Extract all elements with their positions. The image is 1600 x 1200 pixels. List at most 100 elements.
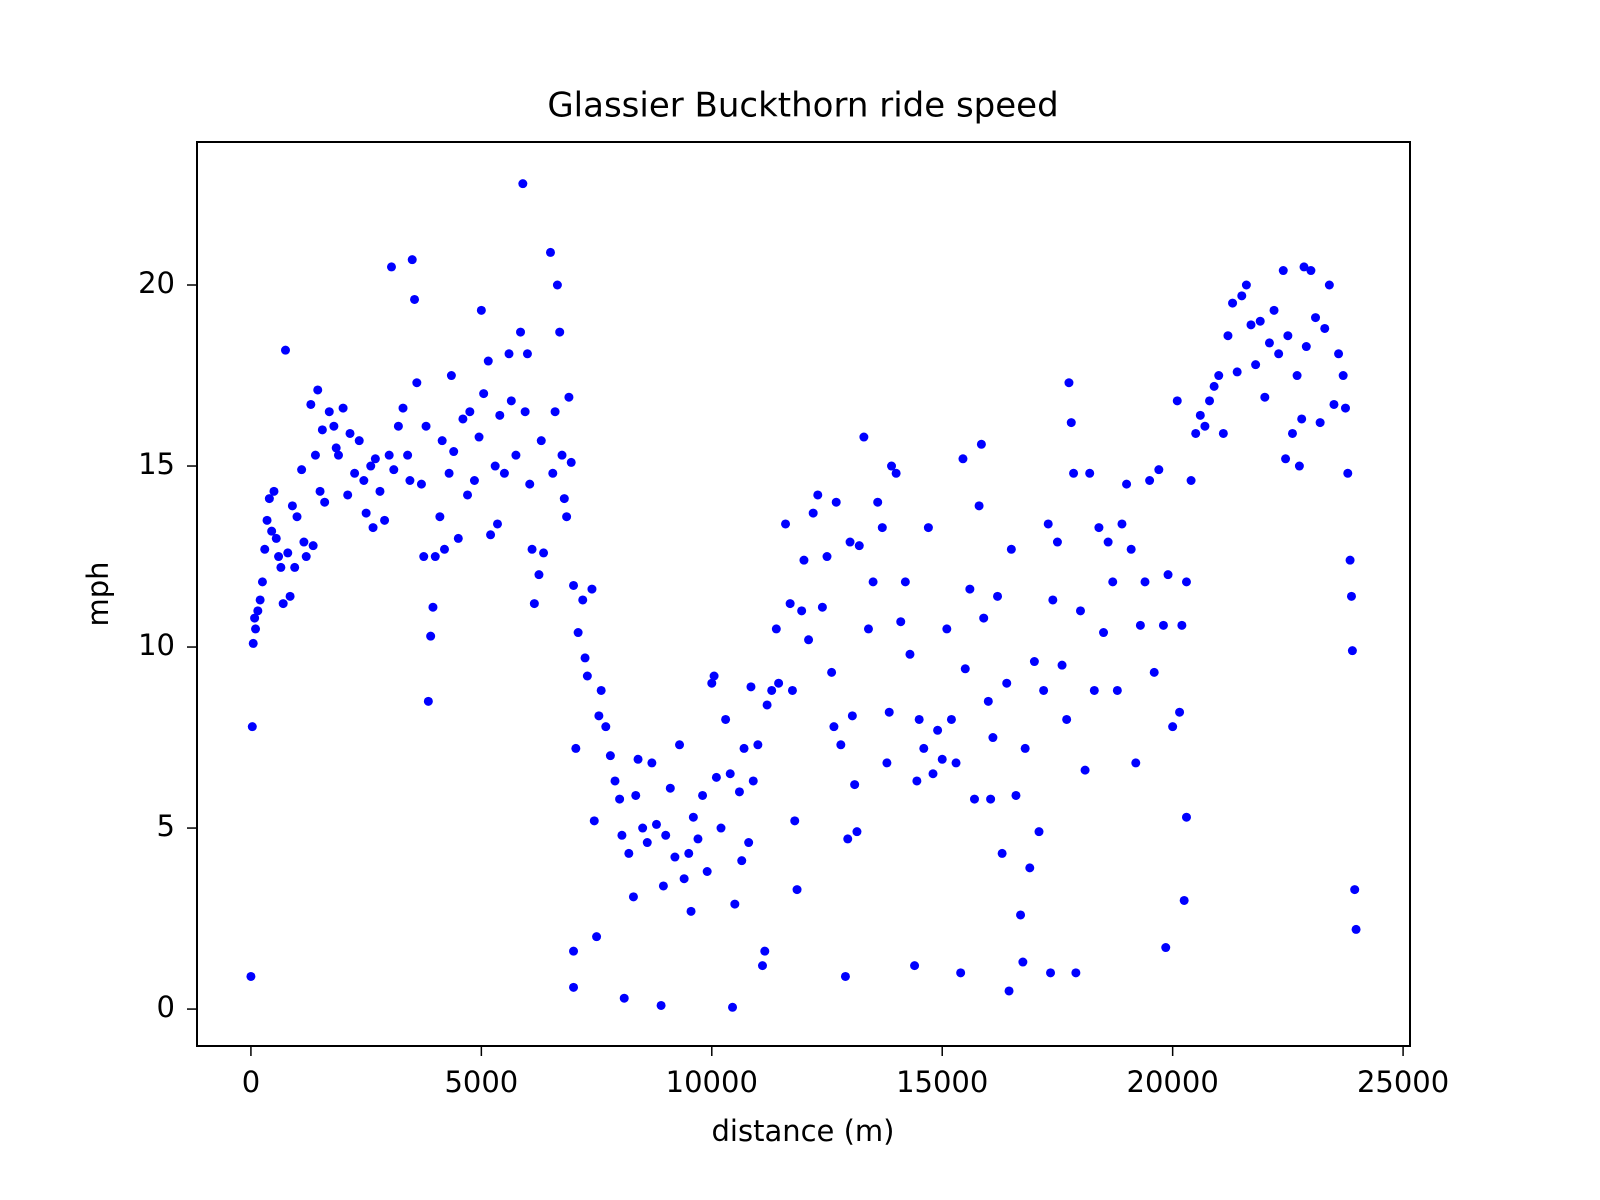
point <box>1043 519 1053 529</box>
point <box>587 584 597 594</box>
point <box>781 519 791 529</box>
point <box>725 769 735 779</box>
point <box>350 468 360 478</box>
point <box>1029 657 1039 667</box>
point <box>1103 537 1113 547</box>
point <box>1025 863 1035 873</box>
point <box>1283 331 1293 341</box>
point <box>619 993 629 1003</box>
point <box>790 816 800 826</box>
point <box>817 602 827 612</box>
point <box>253 606 263 616</box>
point <box>896 617 906 627</box>
point <box>247 722 257 732</box>
y-tick-label: 10 <box>138 628 175 662</box>
point <box>548 468 558 478</box>
point <box>516 327 526 337</box>
point <box>529 599 539 609</box>
point <box>845 537 855 547</box>
point <box>808 508 818 518</box>
point <box>1346 591 1356 601</box>
point <box>910 961 920 971</box>
point <box>345 428 355 438</box>
point <box>1126 544 1136 554</box>
point <box>589 816 599 826</box>
point <box>1186 476 1196 486</box>
point <box>1301 342 1311 352</box>
point <box>555 327 565 337</box>
point <box>1048 595 1058 605</box>
point <box>887 461 897 471</box>
point <box>702 866 712 876</box>
x-axis-label: distance (m) <box>712 1114 895 1148</box>
point <box>960 664 970 674</box>
point <box>1002 678 1012 688</box>
point <box>338 403 348 413</box>
point <box>843 834 853 844</box>
point <box>1260 392 1270 402</box>
point <box>1158 620 1168 630</box>
point <box>458 414 468 424</box>
point <box>430 552 440 562</box>
point <box>905 649 915 659</box>
point <box>852 827 862 837</box>
point <box>248 638 258 648</box>
point <box>868 577 878 587</box>
point <box>647 758 657 768</box>
point <box>329 421 339 431</box>
point <box>787 685 797 695</box>
point <box>361 508 371 518</box>
point <box>1094 523 1104 533</box>
point <box>405 476 415 486</box>
point <box>324 407 334 417</box>
point <box>504 349 514 359</box>
point <box>1149 667 1159 677</box>
point <box>1334 349 1344 359</box>
point <box>1209 381 1219 391</box>
point <box>407 255 417 265</box>
point <box>262 515 272 525</box>
y-axis-label: mph <box>81 561 115 626</box>
point <box>271 533 281 543</box>
point <box>762 700 772 710</box>
point <box>1172 396 1182 406</box>
x-tick-label: 20000 <box>1127 1065 1219 1099</box>
point <box>1131 758 1141 768</box>
point <box>958 454 968 464</box>
point <box>269 486 279 496</box>
point <box>813 490 823 500</box>
point <box>1052 537 1062 547</box>
point <box>398 403 408 413</box>
point <box>1350 885 1360 895</box>
point <box>1274 349 1284 359</box>
y-tick-label: 15 <box>138 447 175 481</box>
point <box>688 812 698 822</box>
point <box>1145 476 1155 486</box>
point <box>1108 577 1118 587</box>
point <box>283 548 293 558</box>
point <box>545 247 555 257</box>
point <box>1338 371 1348 381</box>
x-tick-label: 5000 <box>444 1065 518 1099</box>
point <box>1163 570 1173 580</box>
point <box>799 555 809 565</box>
point <box>246 971 256 981</box>
point <box>1168 722 1178 732</box>
point <box>739 743 749 753</box>
point <box>686 906 696 916</box>
point <box>1161 943 1171 953</box>
point <box>446 371 456 381</box>
point <box>919 743 929 753</box>
point <box>628 892 638 902</box>
point <box>370 454 380 464</box>
point <box>354 436 364 446</box>
point <box>661 830 671 840</box>
point <box>923 523 933 533</box>
point <box>951 758 961 768</box>
point <box>479 389 489 399</box>
point <box>320 497 330 507</box>
point <box>412 378 422 388</box>
point <box>435 512 445 522</box>
